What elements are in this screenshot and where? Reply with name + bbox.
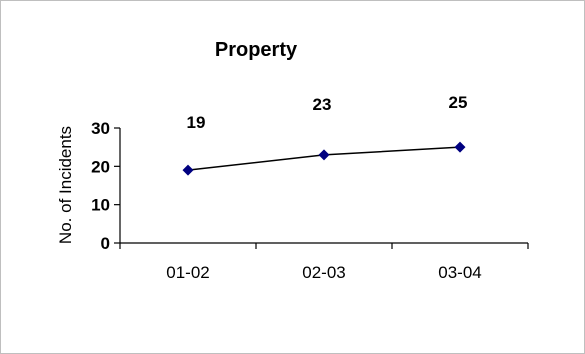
- axes: [119, 128, 528, 244]
- x-ticks: 01-02 02-03 03-04: [119, 243, 529, 282]
- data-point-02-03: [318, 149, 330, 161]
- data-labels: 19 23 25: [187, 93, 468, 132]
- x-tick-label: 03-04: [438, 263, 481, 282]
- markers: [182, 141, 466, 176]
- data-label-03-04: 25: [449, 93, 468, 112]
- y-ticks: 0 10 20 30: [91, 119, 120, 253]
- y-tick-label: 10: [91, 196, 110, 215]
- x-tick-label: 02-03: [302, 263, 345, 282]
- y-tick-label: 20: [91, 157, 110, 176]
- x-tick-label: 01-02: [166, 263, 209, 282]
- chart-title: Property: [215, 39, 298, 61]
- data-label-02-03: 23: [313, 95, 332, 114]
- data-point-01-02: [182, 164, 194, 176]
- data-label-01-02: 19: [187, 113, 206, 132]
- y-tick-label: 0: [101, 234, 110, 253]
- data-point-03-04: [454, 141, 466, 153]
- y-axis-label: No. of Incidents: [56, 126, 75, 244]
- y-tick-label: 30: [91, 119, 110, 138]
